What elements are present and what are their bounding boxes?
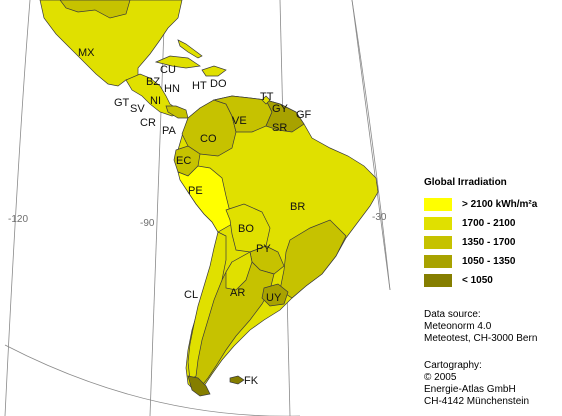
data-source-heading: Data source: <box>424 309 481 320</box>
label-FK: FK <box>244 375 259 387</box>
label-BO: BO <box>238 223 254 235</box>
label-DO: DO <box>210 78 227 90</box>
label-SV: SV <box>130 103 145 115</box>
label-PE: PE <box>188 185 203 197</box>
legend-item: 1350 - 1700 <box>424 235 562 250</box>
label-GY: GY <box>272 103 289 115</box>
data-source-line: Meteonorm 4.0 <box>424 321 492 332</box>
map-frame-right <box>351 0 391 291</box>
label-HT: HT <box>192 80 207 92</box>
region-colombia <box>181 99 237 157</box>
lon-label-120: -120 <box>8 214 28 225</box>
region-tierra-del-fuego <box>187 375 211 397</box>
meridian-120 <box>4 0 31 416</box>
label-BR: BR <box>290 201 305 213</box>
region-brazil-south <box>279 219 347 299</box>
label-NI: NI <box>150 95 161 107</box>
cartography-heading: Cartography: <box>424 360 482 371</box>
label-CU: CU <box>160 64 176 76</box>
region-hispaniola <box>201 65 227 77</box>
legend-item: > 2100 kWh/m²a <box>424 197 562 212</box>
country-labels: MX CU BZ GT HN SV NI CR PA HT DO TT GY G… <box>78 47 312 387</box>
region-uruguay <box>261 283 289 307</box>
lon-label-30: -30 <box>372 212 387 223</box>
region-bahamas <box>177 39 203 59</box>
legend-swatch <box>424 274 452 287</box>
region-guianas <box>265 99 305 133</box>
region-panama <box>165 105 189 119</box>
cartography-line: CH-4142 Münchenstein <box>424 396 530 407</box>
legend-swatch <box>424 217 452 230</box>
label-HN: HN <box>164 83 180 95</box>
legend-item: 1050 - 1350 <box>424 254 562 269</box>
data-source-block: Data source: Meteonorm 4.0 Meteotest, CH… <box>424 309 537 345</box>
data-source-line: Meteotest, CH-3000 Bern <box>424 333 538 344</box>
label-MX: MX <box>78 47 95 59</box>
legend-swatch <box>424 198 452 211</box>
region-falklands <box>229 375 245 385</box>
label-AR: AR <box>230 287 245 299</box>
legend-label: 1350 - 1700 <box>462 237 516 248</box>
label-CL: CL <box>184 289 198 301</box>
region-trinidad <box>261 95 271 105</box>
label-SR: SR <box>272 122 287 134</box>
label-PA: PA <box>162 125 177 137</box>
cartography-block: Cartography: © 2005 Energie-Atlas GmbH C… <box>424 360 529 408</box>
legend-label: > 2100 kWh/m²a <box>462 199 538 210</box>
label-GT: GT <box>114 97 130 109</box>
region-argentina-north <box>225 251 253 291</box>
cartography-line: Energie-Atlas GmbH <box>424 384 516 395</box>
label-EC: EC <box>176 155 191 167</box>
legend-label: 1700 - 2100 <box>462 218 516 229</box>
label-PY: PY <box>256 243 271 255</box>
lon-label-90: -90 <box>140 218 155 229</box>
legend-swatch <box>424 255 452 268</box>
legend-item: 1700 - 2100 <box>424 216 562 231</box>
meridian-30 <box>351 0 391 291</box>
meridian-90 <box>149 0 166 416</box>
label-CR: CR <box>140 117 156 129</box>
label-GF: GF <box>296 109 312 121</box>
label-UY: UY <box>266 292 282 304</box>
label-VE: VE <box>232 115 247 127</box>
region-cuba <box>154 55 201 69</box>
cartography-line: © 2005 <box>424 372 457 383</box>
region-mexico-north <box>59 0 131 19</box>
label-CO: CO <box>200 133 217 145</box>
legend-title: Global Irradiation <box>424 177 507 188</box>
legend-label: 1050 - 1350 <box>462 256 516 267</box>
legend: Global Irradiation > 2100 kWh/m²a 1700 -… <box>424 177 562 292</box>
legend-swatch <box>424 236 452 249</box>
label-TT: TT <box>260 91 274 103</box>
legend-label: < 1050 <box>462 275 493 286</box>
legend-item: < 1050 <box>424 273 562 288</box>
label-BZ: BZ <box>146 76 160 88</box>
legend-rows: > 2100 kWh/m²a 1700 - 2100 1350 - 1700 1… <box>424 197 562 288</box>
